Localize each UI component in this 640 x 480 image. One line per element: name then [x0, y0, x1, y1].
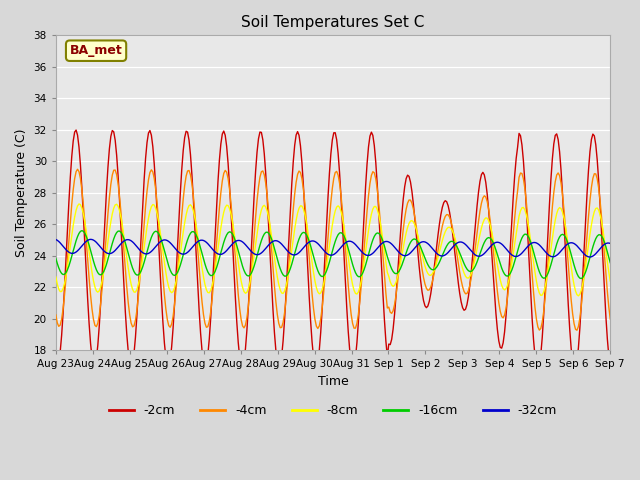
- X-axis label: Time: Time: [317, 374, 348, 388]
- Text: BA_met: BA_met: [70, 44, 122, 57]
- Title: Soil Temperatures Set C: Soil Temperatures Set C: [241, 15, 425, 30]
- Y-axis label: Soil Temperature (C): Soil Temperature (C): [15, 129, 28, 257]
- Legend: -2cm, -4cm, -8cm, -16cm, -32cm: -2cm, -4cm, -8cm, -16cm, -32cm: [104, 399, 562, 422]
